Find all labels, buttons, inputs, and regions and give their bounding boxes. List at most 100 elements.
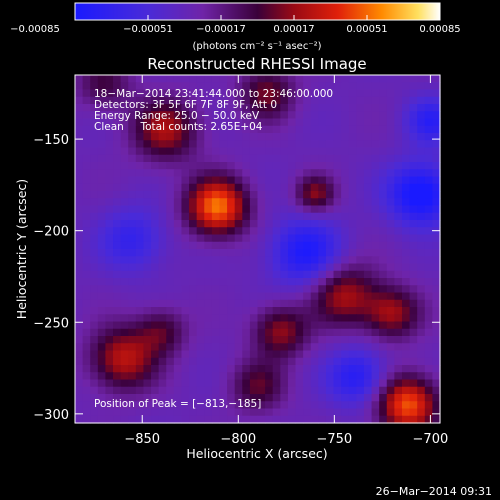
heatmap-cell [173, 75, 183, 83]
heatmap-cell [272, 408, 281, 417]
heatmap-cell [394, 89, 403, 98]
heatmap-cell [325, 169, 335, 178]
heatmap-cell [143, 227, 152, 236]
heatmap-cell [417, 292, 426, 301]
heatmap-cell [341, 198, 350, 207]
heatmap-cell [113, 234, 122, 243]
heatmap-cell [356, 314, 365, 323]
heatmap-cell [75, 270, 84, 279]
heatmap-cell [356, 234, 365, 243]
heatmap-cell [249, 183, 259, 192]
heatmap-cell [120, 292, 129, 301]
heatmap-cell [135, 198, 145, 207]
heatmap-cell [265, 220, 274, 228]
heatmap-cell [82, 379, 91, 388]
heatmap-cell [386, 343, 395, 352]
heatmap-cell [386, 357, 395, 366]
heatmap-cell [173, 169, 183, 178]
heatmap-cell [90, 176, 99, 185]
heatmap-cell [432, 118, 441, 127]
heatmap-cell [363, 111, 373, 120]
heatmap-cell [417, 394, 426, 402]
heatmap-cell [310, 263, 319, 272]
heatmap-cell [257, 198, 266, 207]
heatmap-cell [371, 379, 380, 388]
heatmap-cell [257, 256, 266, 265]
heatmap-cell [356, 111, 365, 120]
heatmap-cell [234, 386, 243, 395]
heatmap-cell [333, 96, 342, 105]
heatmap-cell [371, 401, 380, 410]
heatmap-cell [227, 263, 236, 272]
heatmap-cell [105, 365, 114, 373]
heatmap-cell [211, 125, 221, 134]
heatmap-cell [348, 328, 357, 337]
heatmap-cell [318, 118, 327, 127]
heatmap-cell [303, 82, 312, 91]
heatmap-cell [173, 386, 183, 395]
heatmap-cell [82, 162, 91, 170]
heatmap-cell [227, 365, 236, 373]
heatmap-cell [151, 408, 160, 417]
heatmap-cell [348, 205, 357, 214]
plot-area: −850 −800 −750 −700−150−200−250−300 [33, 74, 448, 447]
heatmap-cell [173, 234, 183, 243]
heatmap-cell [379, 241, 388, 250]
heatmap-cell [432, 212, 441, 221]
heatmap-cell [151, 133, 160, 141]
heatmap-cell [181, 198, 190, 207]
heatmap-cell [356, 307, 365, 315]
heatmap-cell [189, 365, 198, 373]
heatmap-cell [234, 328, 243, 337]
heatmap-cell [341, 336, 350, 344]
heatmap-cell [75, 234, 84, 243]
heatmap-cell [287, 285, 297, 294]
heatmap-cell [166, 125, 175, 134]
heatmap-cell [310, 256, 319, 265]
heatmap-cell [249, 205, 259, 214]
heatmap-cell [120, 205, 129, 214]
heatmap-cell [257, 234, 266, 243]
heatmap-cell [242, 357, 251, 366]
heatmap-cell [333, 118, 342, 127]
heatmap-cell [287, 234, 297, 243]
heatmap-cell [265, 96, 274, 105]
heatmap-cell [158, 357, 167, 366]
heatmap-cell [90, 263, 99, 272]
heatmap-cell [272, 314, 281, 323]
heatmap-cell [257, 133, 266, 141]
heatmap-cell [120, 372, 129, 381]
heatmap-cell [97, 357, 107, 366]
heatmap-cell [143, 154, 152, 163]
heatmap-cell [348, 125, 357, 134]
heatmap-cell [341, 307, 350, 315]
heatmap-cell [113, 386, 122, 395]
heatmap-cell [211, 227, 221, 236]
heatmap-cell [318, 227, 327, 236]
heatmap-cell [371, 270, 380, 279]
heatmap-cell [341, 82, 350, 91]
heatmap-cell [318, 198, 327, 207]
heatmap-cell [204, 343, 213, 352]
heatmap-cell [386, 212, 395, 221]
heatmap-cell [379, 125, 388, 134]
heatmap-cell [97, 408, 107, 417]
heatmap-cell [219, 169, 228, 178]
heatmap-cell [173, 372, 183, 381]
heatmap-cell [249, 343, 259, 352]
heatmap-cell [409, 307, 418, 315]
heatmap-cell [371, 263, 380, 272]
heatmap-cell [189, 89, 198, 98]
heatmap-cell [143, 314, 152, 323]
heatmap-cell [379, 372, 388, 381]
heatmap-cell [386, 299, 395, 308]
heatmap-cell [409, 227, 418, 236]
heatmap-cell [158, 82, 167, 91]
heatmap-cell [409, 241, 418, 250]
heatmap-cell [219, 104, 228, 112]
heatmap-cell [128, 140, 137, 149]
heatmap-cell [75, 96, 84, 105]
heatmap-cell [265, 212, 274, 221]
heatmap-cell [211, 263, 221, 272]
heatmap-cell [189, 118, 198, 127]
